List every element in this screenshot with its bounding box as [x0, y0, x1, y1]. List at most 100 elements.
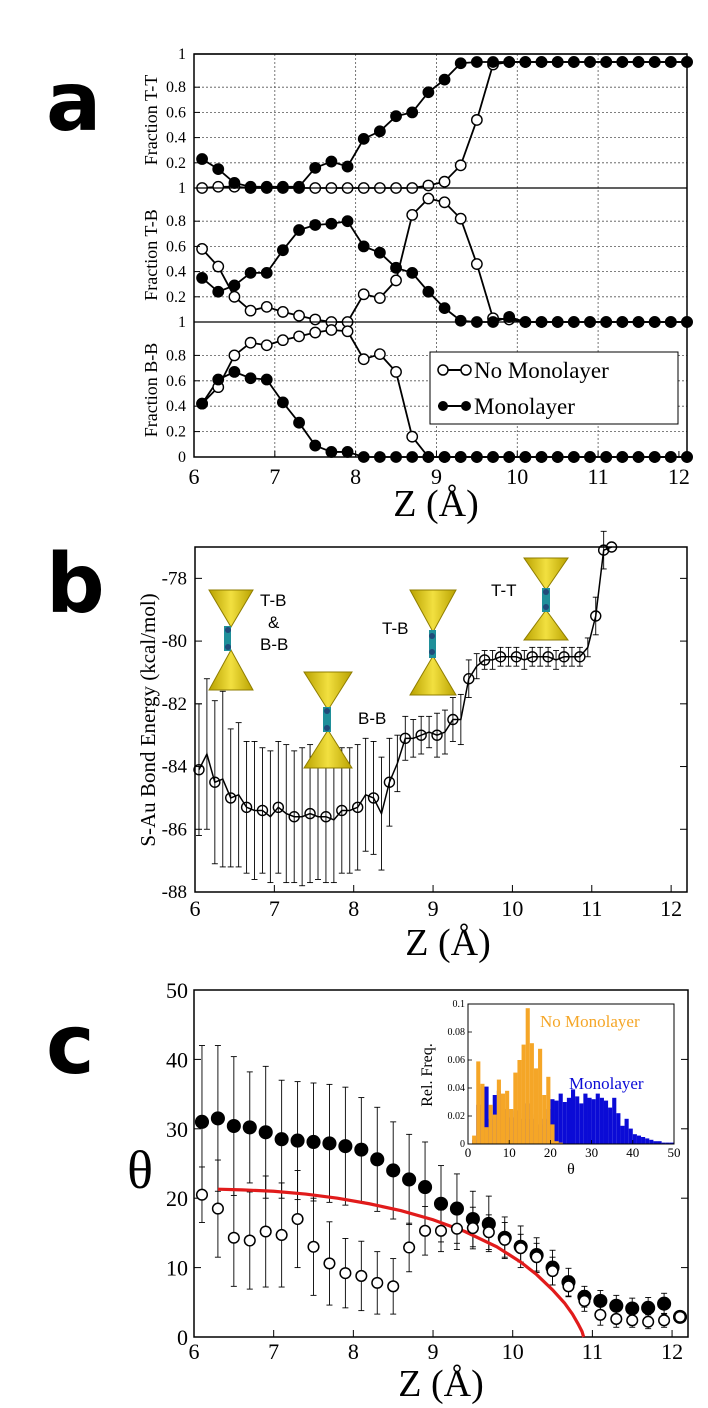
annotation-tb-2: T-B — [382, 619, 408, 638]
inset-bar-no-monolayer — [529, 1043, 534, 1144]
panel-c-point-no-monolayer — [562, 1280, 575, 1293]
panel-a-point — [519, 56, 532, 68]
inset-bar-monolayer — [653, 1141, 658, 1144]
legend-marker-no-monolayer — [437, 364, 449, 376]
panel-a-point — [373, 125, 386, 138]
panel-c-xtick-label: 8 — [348, 1339, 359, 1364]
panel-b-ytick-label: -86 — [162, 819, 187, 840]
panel-a-point — [196, 243, 208, 255]
panel-a-ytick-label: 0.6 — [166, 238, 186, 255]
panel-c-point-monolayer — [449, 1201, 464, 1216]
panel-a-point — [309, 313, 322, 326]
panel-a-xtick-label: 12 — [668, 464, 690, 489]
inset-bar-monolayer — [616, 1113, 621, 1144]
annotation-bb-1: B-B — [260, 635, 288, 654]
panel-c-point-no-monolayer — [546, 1265, 559, 1278]
panel-a-point — [277, 396, 289, 409]
panel-c-markers — [194, 1111, 688, 1328]
panel-a-point — [357, 288, 370, 301]
panel-b-xtick-label: 8 — [348, 896, 359, 921]
junction-tb-icon — [409, 589, 457, 696]
panel-c-point-no-monolayer — [642, 1315, 655, 1328]
panel-a-point — [228, 349, 241, 362]
panel-c-point-no-monolayer — [323, 1257, 336, 1270]
panel-c-point-no-monolayer — [434, 1224, 448, 1237]
panel-a-point — [309, 219, 322, 231]
panel-b-ylabel: S-Au Bond Energy (kcal/mol) — [136, 593, 160, 846]
panel-b-point — [574, 651, 586, 663]
panel-a-ylabel-tb: Fraction T-B — [141, 209, 161, 301]
panel-c-point-no-monolayer — [419, 1224, 432, 1237]
panel-b-line — [198, 546, 612, 821]
panel-c-point-no-monolayer — [275, 1228, 288, 1242]
panel-b-xtick-label: 6 — [190, 896, 201, 921]
panel-a-point — [600, 56, 613, 68]
panel-b-xtick-label: 7 — [269, 896, 280, 921]
panel-a-point — [277, 180, 289, 193]
panel-a-point — [454, 57, 467, 70]
annotation-amp: & — [268, 613, 280, 632]
inset-bar-monolayer — [595, 1093, 600, 1144]
panel-c-ytick-label: 20 — [166, 1186, 188, 1211]
panel-b-point — [240, 801, 253, 814]
panel-c-ytick-label: 0 — [177, 1325, 188, 1350]
panel-a-point — [438, 302, 451, 315]
panel-c-point-no-monolayer — [195, 1188, 209, 1201]
panel-a-point — [470, 258, 483, 270]
panel-c-point-monolayer — [210, 1111, 225, 1126]
inset-bar-monolayer — [484, 1086, 489, 1144]
panel-c-point-no-monolayer — [339, 1267, 352, 1280]
panel-b-chart: -78 -80 -82 -84 -86 -886 7 8 9 10 11 12 S-Au Bond E… — [136, 530, 688, 964]
panel-c-point-no-monolayer — [371, 1276, 384, 1289]
panel-a-point — [390, 274, 402, 287]
panel-b-xtick-label: 12 — [660, 896, 682, 921]
inset-bar-no-monolayer — [521, 1044, 526, 1144]
inset-bar-no-monolayer — [554, 1141, 559, 1144]
panel-a-frame — [193, 53, 688, 458]
inset-bar-monolayer — [603, 1100, 609, 1144]
panel-b-point — [510, 651, 523, 663]
panel-a-point — [406, 430, 419, 443]
panel-c-point-monolayer — [274, 1132, 289, 1147]
panel-b-point — [447, 713, 459, 726]
panel-c-point-monolayer — [418, 1180, 433, 1195]
panel-label-c: c — [46, 998, 95, 1093]
panel-a-point — [244, 336, 257, 349]
panel-a-point — [357, 240, 370, 253]
panel-a-point — [406, 266, 419, 279]
panel-a-point — [212, 285, 225, 298]
panel-c-ytick-label: 30 — [166, 1117, 188, 1142]
panel-a-point — [293, 224, 305, 236]
panel-c-point-no-monolayer — [498, 1233, 511, 1246]
legend-marker-monolayer — [438, 401, 448, 411]
panel-c-point-monolayer — [338, 1139, 353, 1154]
panel-c-point-monolayer — [194, 1114, 210, 1129]
panel-a-frame-rect — [193, 53, 688, 458]
inset-bar-monolayer — [665, 1142, 670, 1144]
inset-bar-monolayer — [636, 1135, 642, 1144]
panel-b-point — [558, 651, 570, 663]
inset-bar-monolayer — [575, 1096, 580, 1144]
panel-a-point — [422, 192, 435, 205]
panel-a-xtick-label: 6 — [189, 464, 200, 489]
inset-bar-no-monolayer — [517, 1060, 522, 1144]
panel-c-point-no-monolayer — [482, 1226, 495, 1239]
panel-b-point — [463, 673, 475, 685]
panel-c-point-monolayer — [354, 1142, 369, 1157]
panel-a-point — [648, 56, 661, 68]
inset-xtick-label: 0 — [465, 1145, 472, 1160]
panel-b-xlabel: Z (Å) — [405, 922, 490, 964]
panel-b-xtick-label: 10 — [501, 896, 523, 921]
panel-b-point — [209, 776, 221, 788]
inset-label-monolayer: Monolayer — [569, 1074, 644, 1093]
inset-bar-no-monolayer — [492, 1114, 497, 1144]
panel-c-point-no-monolayer — [610, 1312, 623, 1326]
panel-a-ytick-label: 1 — [178, 180, 186, 197]
legend-no-monolayer: No Monolayer — [474, 358, 609, 383]
panel-c-point-no-monolayer — [673, 1310, 687, 1323]
panel-label-a: a — [46, 55, 101, 150]
panel-b-ytick-label: -82 — [162, 694, 187, 715]
legend-monolayer: Monolayer — [474, 394, 575, 419]
inset-bar-no-monolayer — [542, 1095, 547, 1144]
inset-bar-no-monolayer — [496, 1079, 501, 1144]
